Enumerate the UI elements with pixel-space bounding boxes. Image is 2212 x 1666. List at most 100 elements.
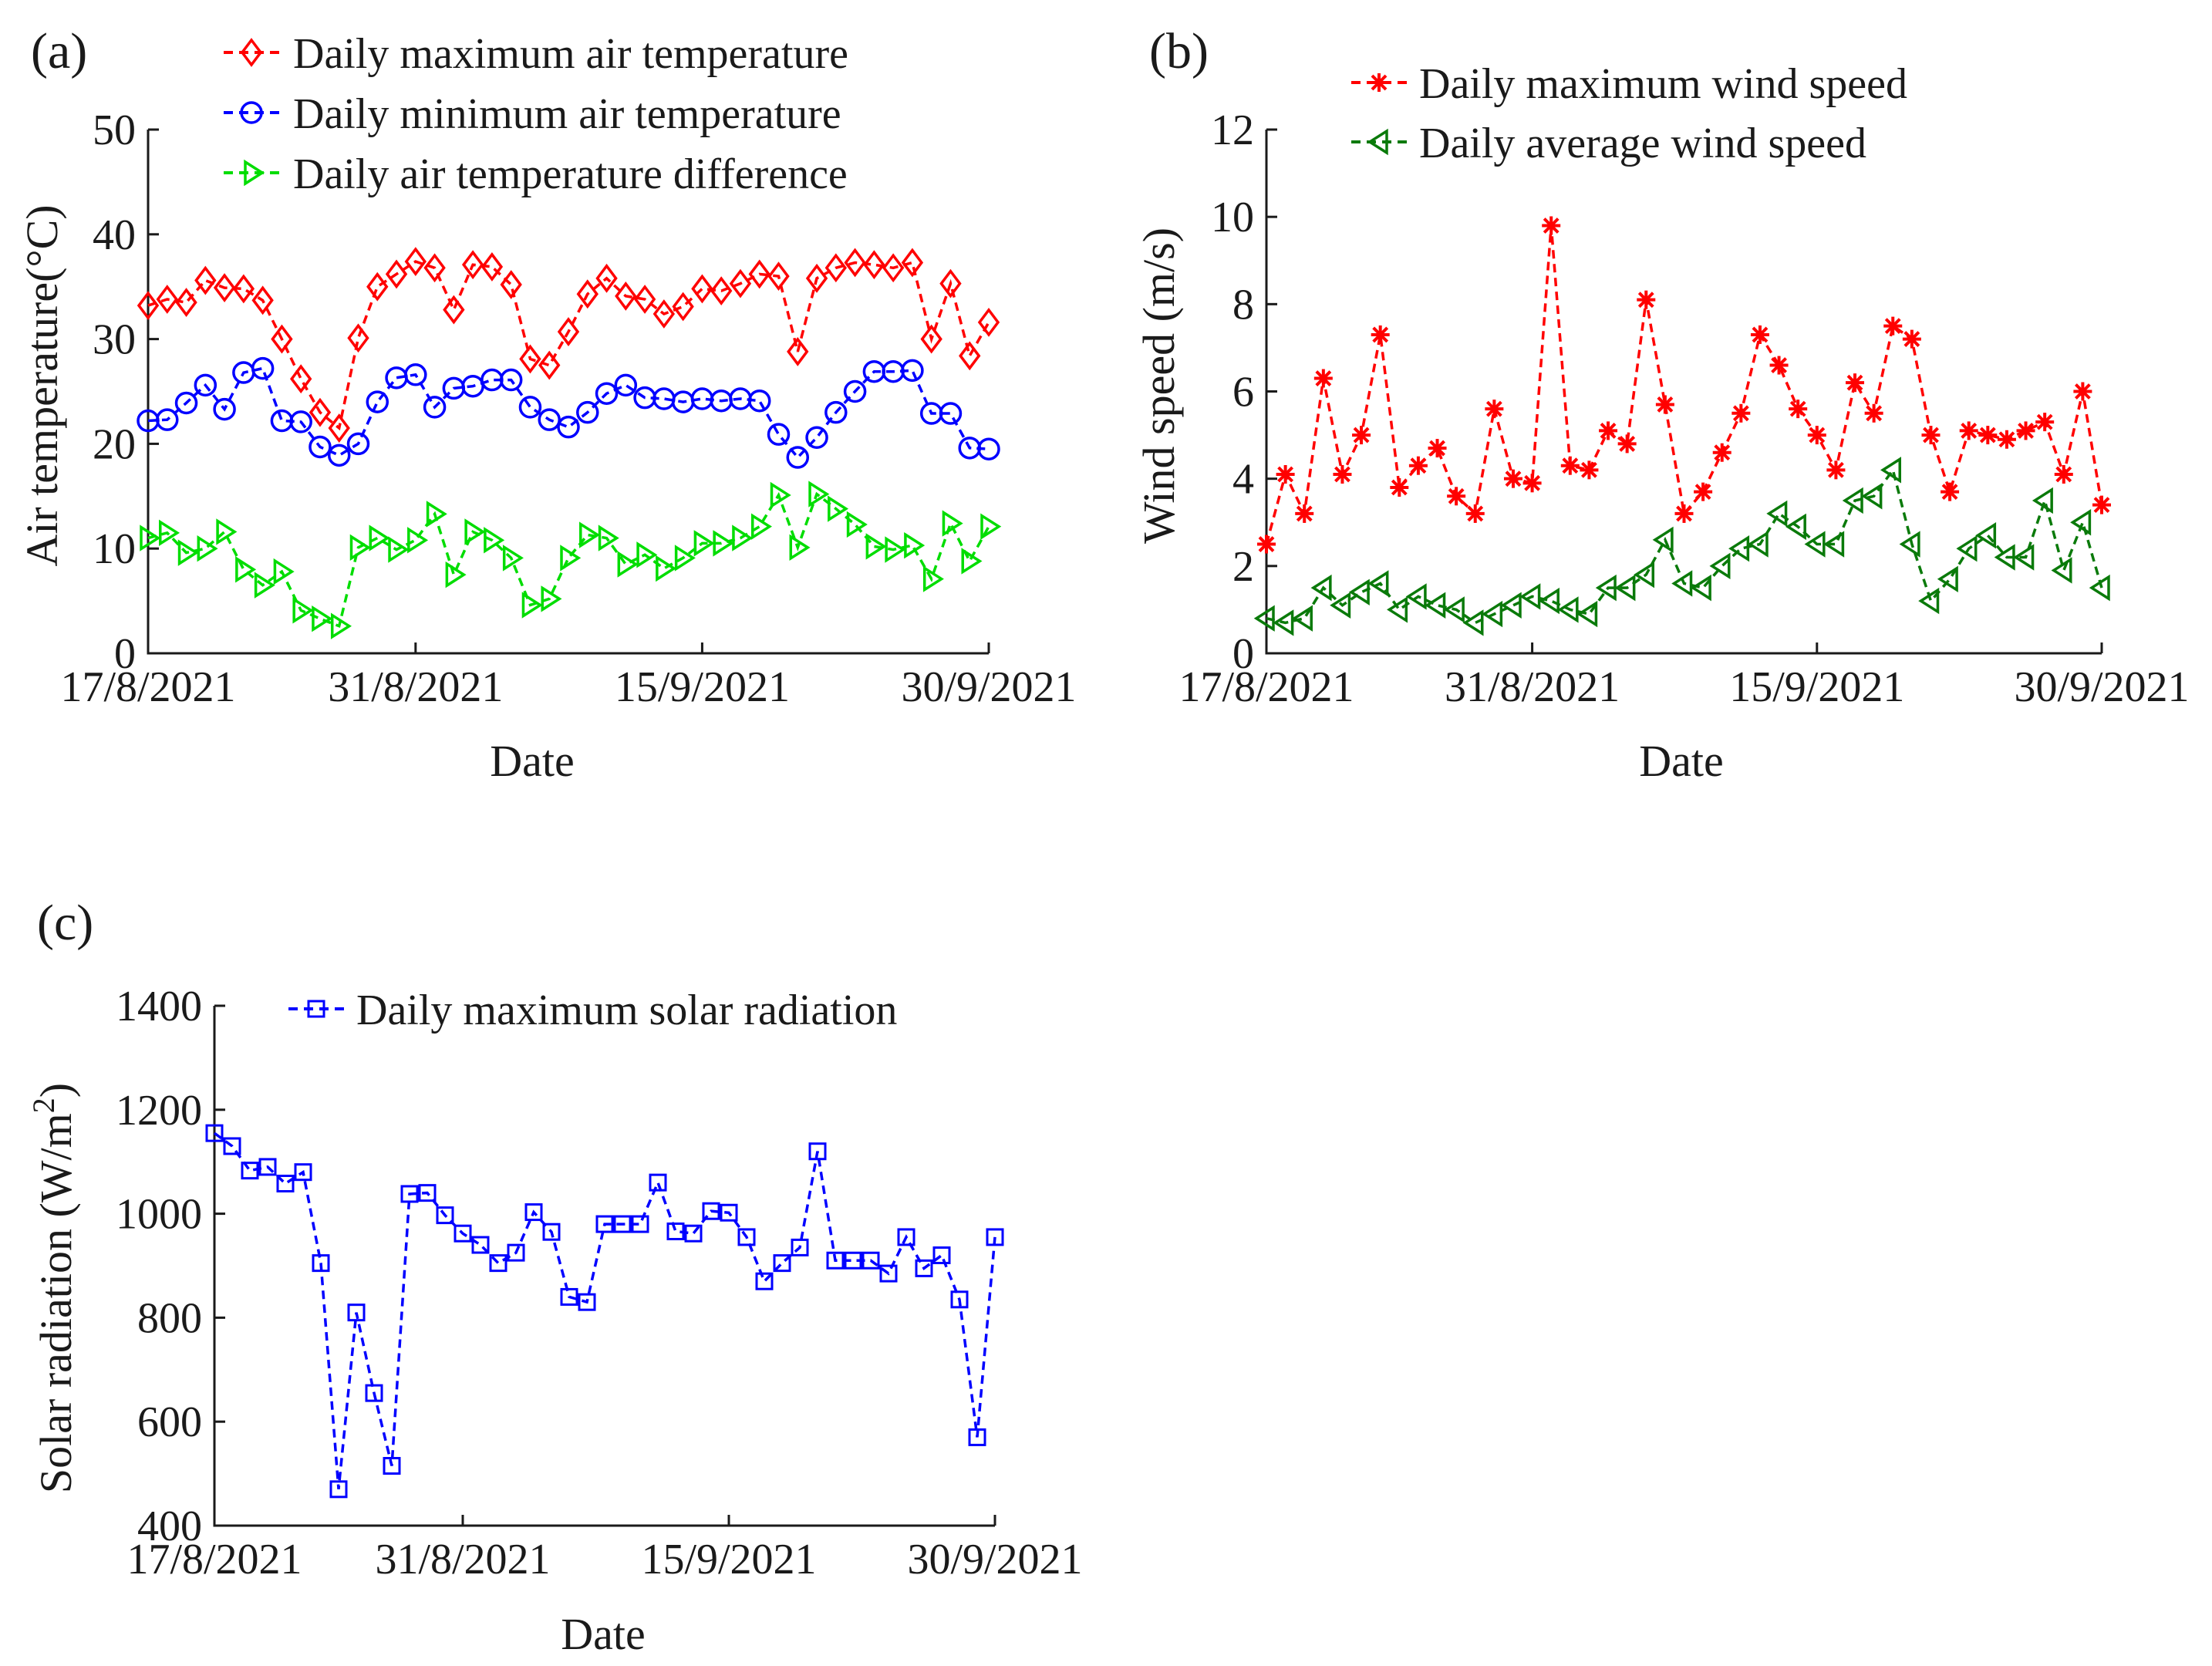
panel-a-data-point: [518, 396, 542, 419]
panel-a-data-point: [443, 295, 465, 325]
panel-a-data-point: [787, 336, 809, 366]
panel-c-data-point: [524, 1203, 543, 1222]
panel-b-data-point: [1652, 526, 1674, 554]
panel-a-data-point: [747, 389, 771, 413]
panel-a-data-point: [538, 350, 561, 380]
panel-c-series-1: [205, 1124, 1004, 1499]
panel-a-data-point: [961, 548, 983, 575]
panel-b-y-tick-label: 8: [1232, 281, 1254, 329]
panel-a-chart: (a) Daily maximum air temperature Daily …: [17, 23, 1077, 786]
panel-a-data-point: [309, 397, 332, 427]
panel-b-data-point: [1614, 574, 1636, 602]
panel-b-data-point: [1883, 316, 1903, 336]
panel-a-data-point: [366, 390, 389, 413]
panel-a-data-point: [521, 592, 543, 619]
panel-b-data-point: [1599, 421, 1618, 440]
panel-b-data-point: [1405, 583, 1427, 610]
panel-c-data-point: [489, 1254, 507, 1273]
panel-a-data-point: [407, 527, 429, 554]
panel-a-y-axis-title: Air temperature(°C): [17, 204, 67, 566]
panel-b-y-tick-label: 0: [1232, 630, 1254, 678]
panel-b-data-point: [1580, 460, 1599, 480]
panel-b-data-point: [1482, 600, 1503, 628]
panel-b-data-point: [2032, 487, 2053, 514]
panel-a-data-point: [557, 415, 580, 439]
panel-a-data-point: [464, 518, 486, 545]
panel-a-data-point: [175, 288, 197, 317]
panel-c-x-tick-label: 17/8/2021: [126, 1536, 302, 1583]
panel-c-y-tick-label: 1000: [116, 1191, 202, 1239]
panel-a-legend-entry-3: Daily air temperature difference: [293, 150, 848, 198]
panel-a-data-point: [865, 533, 887, 560]
panel-a-data-point: [729, 268, 752, 298]
panel-a-data-point: [828, 495, 849, 522]
panel-b-data-point: [1557, 596, 1579, 623]
panel-a-data-point: [499, 368, 523, 392]
panel-b-data-point: [1637, 290, 1656, 309]
panel-b-y-tick-label: 12: [1211, 106, 1254, 154]
panel-c-data-point: [879, 1264, 898, 1283]
panel-b-data-point: [1428, 439, 1447, 458]
panel-a-data-point: [347, 323, 369, 353]
panel-a-data-point: [538, 408, 561, 431]
panel-c-y-tick-label: 400: [137, 1502, 202, 1550]
panel-b-data-point: [1785, 513, 1806, 541]
panel-b-data-point: [1789, 400, 1808, 419]
panel-a-data-point: [922, 565, 944, 592]
panel-a-data-point: [844, 248, 866, 278]
panel-b-data-point: [1864, 403, 1883, 423]
panel-a-data-point: [461, 250, 484, 280]
panel-a-series-1: [137, 247, 1000, 443]
panel-a-data-point: [312, 605, 333, 632]
panel-b-data-point: [1519, 583, 1541, 610]
panel-b-data-point: [1941, 482, 1960, 501]
panel-a-data-point: [216, 518, 238, 545]
panel-c-x-tick-label: 15/9/2021: [641, 1536, 816, 1583]
panel-a-data-point: [289, 364, 312, 394]
panel-a-data-point: [942, 510, 963, 537]
panel-b-data-point: [1462, 609, 1484, 636]
panel-a-data-point: [882, 253, 905, 283]
panel-a-data-point: [254, 572, 275, 599]
panel-a-data-point: [904, 531, 926, 559]
panel-c-data-point: [454, 1224, 472, 1243]
panel-b-data-point: [1367, 570, 1389, 597]
panel-a-data-point: [557, 317, 580, 347]
panel-a-series-2: [137, 356, 1000, 469]
panel-a-data-point: [672, 292, 694, 322]
panel-b-data-point: [1408, 456, 1428, 475]
panel-a-data-point: [656, 555, 677, 582]
panel-a-data-point: [767, 423, 791, 446]
panel-c-data-point: [862, 1251, 880, 1270]
panel-a-data-point: [388, 536, 410, 563]
panel-b-data-point: [1276, 465, 1295, 484]
panel-a-data-point: [652, 299, 676, 329]
panel-b-data-point: [1728, 535, 1750, 562]
panel-a-label: (a): [31, 23, 87, 79]
panel-a-data-point: [901, 248, 924, 278]
panel-c-data-point: [347, 1303, 366, 1322]
panel-a-data-point: [980, 513, 1002, 540]
panel-a-data-point: [349, 534, 371, 562]
panel-a-data-point: [327, 443, 351, 467]
panel-a-data-point: [805, 263, 828, 293]
panel-b-data-point: [2013, 544, 2035, 571]
panel-c-data-point: [329, 1480, 348, 1499]
panel-c-data-point: [294, 1163, 312, 1182]
panel-a-data-point: [615, 282, 637, 311]
panel-c-x-tick-label: 31/8/2021: [375, 1536, 550, 1583]
panel-a-data-point: [598, 524, 619, 551]
panel-a-data-point: [481, 251, 504, 282]
panel-a-data-point: [693, 530, 715, 557]
panel-a-data-point: [385, 259, 408, 289]
panel-b-y-tick-label: 10: [1211, 194, 1254, 241]
panel-c-data-point: [755, 1272, 774, 1290]
panel-a-data-point: [541, 585, 562, 612]
panel-a-data-point: [500, 270, 522, 299]
panel-c-data-point: [720, 1203, 738, 1222]
panel-b-data-point: [1447, 487, 1466, 506]
panel-b-data-point: [1747, 531, 1769, 558]
panel-c-data-point: [932, 1246, 951, 1265]
panel-a-data-point: [595, 263, 618, 293]
panel-c-data-point: [595, 1215, 614, 1233]
